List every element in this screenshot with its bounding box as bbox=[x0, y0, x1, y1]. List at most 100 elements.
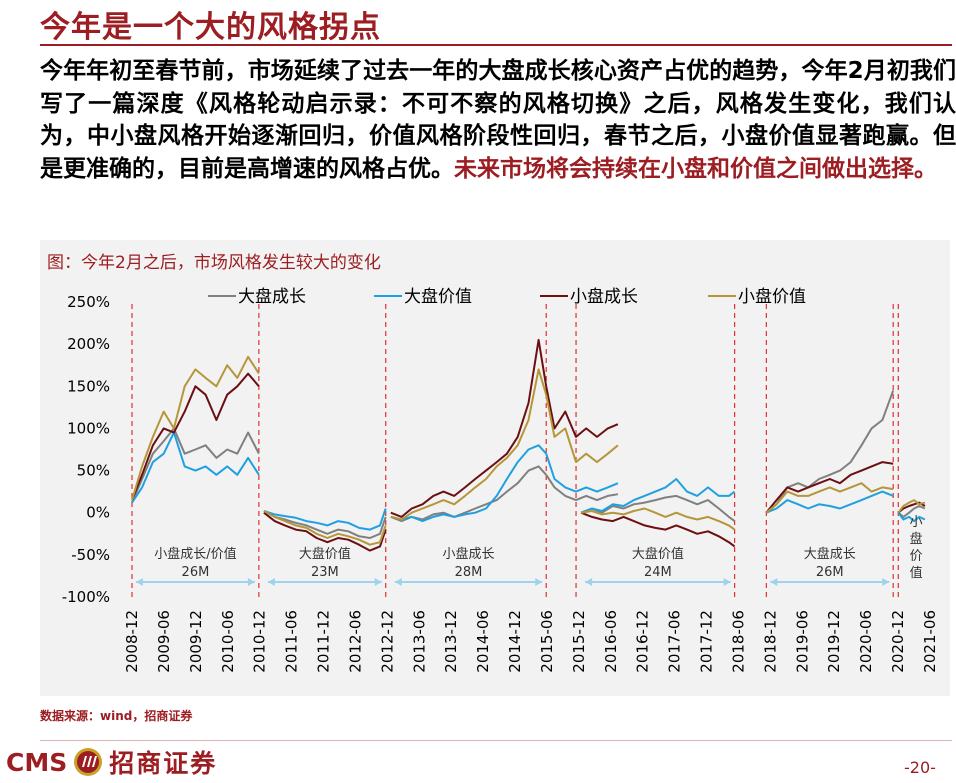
x-tick-label: 2013-12 bbox=[442, 610, 460, 673]
annotation-arrowhead bbox=[374, 578, 382, 586]
x-tick-label: 2019-06 bbox=[793, 610, 811, 673]
annotation-label: 价 bbox=[910, 549, 923, 564]
series-line-大盘成长 bbox=[580, 494, 736, 522]
x-tick-label: 2018-12 bbox=[761, 610, 779, 673]
series-line-小盘成长 bbox=[545, 386, 619, 438]
x-tick-label: 2009-06 bbox=[155, 610, 173, 673]
x-tick-label: 2019-12 bbox=[825, 610, 843, 673]
x-tick-label: 2017-06 bbox=[666, 610, 684, 673]
series-line-小盘成长 bbox=[263, 511, 387, 552]
paragraph-text: 今年年初至春节前，市场延续了过去一年的大盘成长核心资产占优的趋势，今年2月初我们… bbox=[40, 58, 956, 182]
annotation-label: 小盘成长/价值 bbox=[154, 546, 236, 562]
series-line-大盘价值 bbox=[263, 508, 387, 531]
annotation-label: 值 bbox=[910, 565, 923, 581]
annotation-label: 大盘价值 bbox=[299, 546, 351, 562]
annotation-arrowhead bbox=[585, 578, 593, 586]
x-tick-label: 2010-12 bbox=[251, 610, 269, 673]
series-line-大盘价值 bbox=[580, 478, 736, 514]
x-tick-label: 2021-06 bbox=[921, 610, 939, 673]
series-line-大盘成长 bbox=[897, 505, 926, 518]
x-tick-label: 2014-06 bbox=[474, 610, 492, 673]
series-line-大盘价值 bbox=[765, 490, 894, 514]
series-line-大盘成长 bbox=[263, 510, 387, 539]
logo-mark-icon bbox=[74, 748, 103, 776]
series-line-大盘价值 bbox=[390, 444, 547, 523]
annotation-label: 小 bbox=[910, 515, 923, 530]
x-tick-label: 2016-06 bbox=[602, 610, 620, 673]
x-tick-label: 2012-12 bbox=[378, 610, 396, 673]
legend-label: 小盘成长 bbox=[570, 287, 638, 307]
y-tick-label: -50% bbox=[71, 546, 110, 564]
page-title: 今年是一个大的风格拐点 bbox=[40, 10, 381, 45]
annotation-arrowhead bbox=[723, 578, 731, 586]
series-line-小盘成长 bbox=[580, 511, 736, 548]
annotation-arrowhead bbox=[394, 578, 402, 586]
annotation-period: 26M bbox=[182, 565, 210, 580]
y-tick-label: 0% bbox=[86, 504, 110, 522]
series-line-小盘成长 bbox=[131, 372, 260, 501]
annotation-arrowhead bbox=[770, 578, 778, 586]
annotation-period: 28M bbox=[455, 565, 483, 580]
x-tick-label: 2008-12 bbox=[123, 610, 141, 673]
annotation-arrowhead bbox=[136, 578, 143, 586]
x-tick-label: 2012-06 bbox=[346, 610, 364, 673]
logo-chinese: 招商证券 bbox=[109, 749, 218, 778]
annotation-arrowhead bbox=[247, 578, 255, 586]
y-tick-label: 250% bbox=[67, 293, 110, 311]
annotation-arrowhead bbox=[882, 578, 890, 586]
series-line-大盘价值 bbox=[131, 431, 260, 504]
x-tick-label: 2020-12 bbox=[889, 610, 907, 673]
series-line-小盘价值 bbox=[580, 507, 736, 531]
x-tick-label: 2016-12 bbox=[634, 610, 652, 673]
style-performance-chart: 250% 200% 150% 100% 50% 0% -50% -100% 2008-12 200… bbox=[62, 287, 939, 673]
x-tick-label: 2009-12 bbox=[187, 610, 205, 673]
series-line-小盘价值 bbox=[545, 394, 619, 464]
x-tick-label: 2020-06 bbox=[857, 610, 875, 673]
x-tick-label: 2010-06 bbox=[219, 610, 237, 673]
x-tick-label: 2015-12 bbox=[570, 610, 588, 673]
data-source: 数据来源：wind，招商证券 bbox=[40, 709, 193, 723]
x-tick-label: 2014-12 bbox=[506, 610, 524, 673]
company-logo: CMS 招商证券 bbox=[6, 746, 218, 779]
title-divider bbox=[40, 44, 952, 46]
annotation-label: 大盘价值 bbox=[632, 546, 684, 562]
annotation-period: 23M bbox=[311, 565, 339, 580]
annotation-label: 小盘成长 bbox=[443, 546, 495, 562]
series-line-大盘成长 bbox=[545, 474, 619, 502]
paragraph-highlight: 未来市场将会持续在小盘和价值之间做出选择。 bbox=[454, 155, 937, 182]
series-line-小盘价值 bbox=[765, 482, 894, 514]
series-line-小盘价值 bbox=[390, 368, 548, 521]
x-tick-label: 2015-06 bbox=[538, 610, 556, 673]
series-line-小盘成长 bbox=[765, 461, 894, 514]
y-tick-label: 100% bbox=[67, 419, 110, 437]
y-tick-label: 200% bbox=[67, 335, 110, 353]
chart-caption: 图：今年2月之后，市场风格发生较大的变化 bbox=[47, 253, 381, 273]
annotation-period: 24M bbox=[644, 565, 672, 580]
page-number: -20- bbox=[904, 758, 936, 777]
legend-label: 大盘成长 bbox=[238, 287, 306, 307]
annotation-label: 盘 bbox=[910, 531, 923, 547]
series-line-小盘价值 bbox=[897, 499, 926, 514]
series-line-大盘价值 bbox=[897, 512, 926, 523]
series-line-大盘价值 bbox=[545, 453, 619, 493]
series-line-小盘价值 bbox=[263, 510, 387, 546]
logo-latin: CMS bbox=[6, 747, 68, 777]
x-tick-label: 2011-12 bbox=[315, 610, 333, 673]
annotation-arrowhead bbox=[535, 578, 543, 586]
x-tick-label: 2011-06 bbox=[283, 610, 301, 673]
annotation-arrowhead bbox=[267, 578, 275, 586]
series-line-大盘成长 bbox=[131, 427, 260, 503]
y-tick-label: -100% bbox=[62, 588, 110, 606]
x-tick-label: 2013-06 bbox=[410, 610, 428, 673]
x-tick-label: 2018-06 bbox=[729, 610, 747, 673]
legend-label: 大盘价值 bbox=[404, 287, 472, 307]
footer-divider bbox=[40, 740, 952, 741]
y-tick-label: 150% bbox=[67, 377, 110, 395]
series-line-小盘成长 bbox=[390, 338, 548, 518]
x-tick-label: 2017-12 bbox=[698, 610, 716, 673]
annotation-label: 大盘成长 bbox=[804, 546, 856, 562]
y-tick-label: 50% bbox=[77, 462, 110, 480]
series-line-小盘价值 bbox=[131, 355, 260, 501]
annotation-period: 26M bbox=[816, 565, 844, 580]
legend-label: 小盘价值 bbox=[738, 287, 806, 307]
